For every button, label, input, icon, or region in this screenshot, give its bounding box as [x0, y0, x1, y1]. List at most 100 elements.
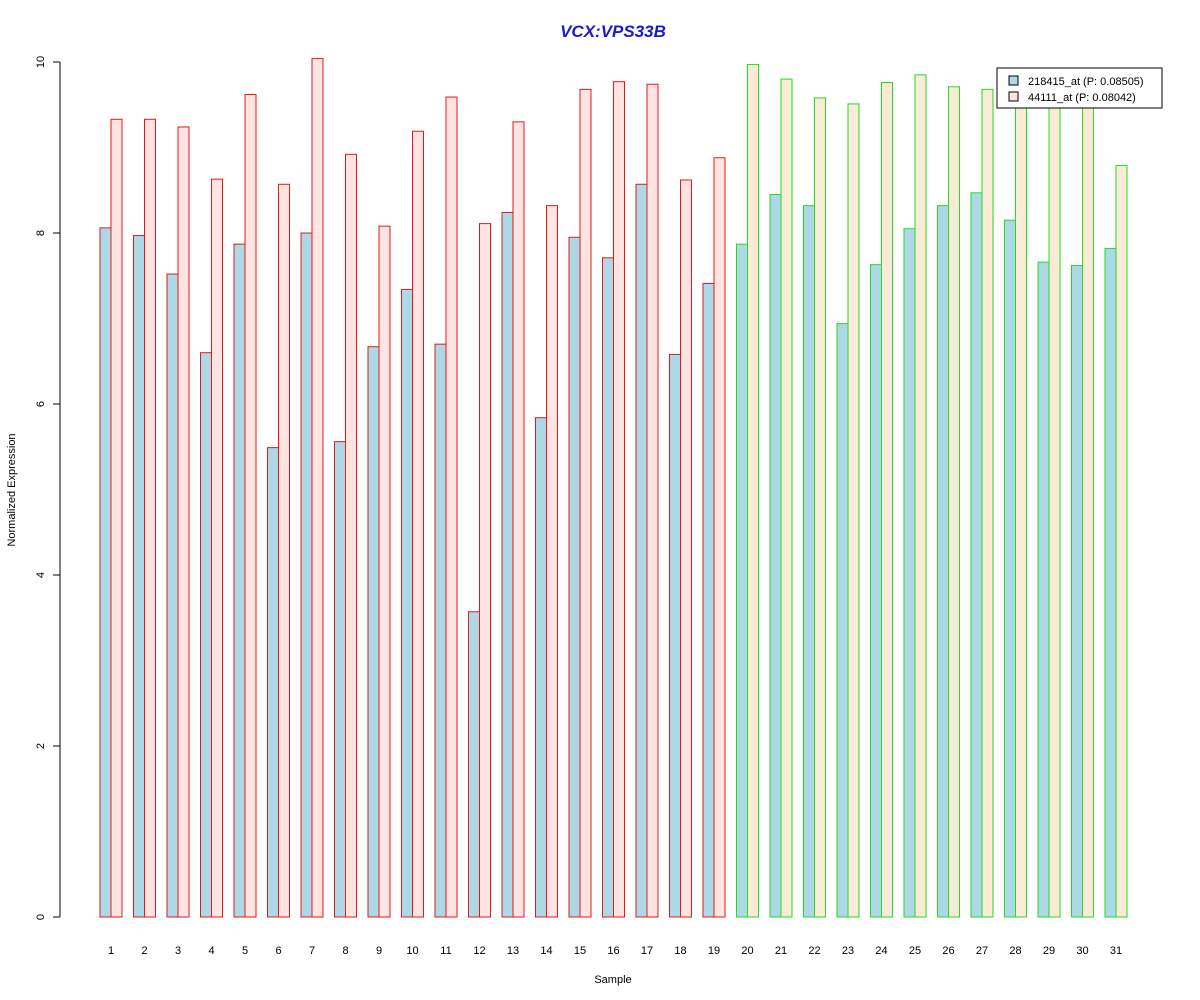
x-tick-label: 9 — [376, 945, 382, 957]
bar-44111-at — [881, 82, 893, 918]
bar-44111-at — [814, 97, 826, 918]
x-tick-label: 27 — [976, 945, 988, 957]
y-tick-label: 8 — [35, 230, 47, 236]
x-tick-label: 24 — [875, 945, 887, 957]
bar-44111-at — [1082, 84, 1094, 918]
bar-218415-at — [1004, 219, 1016, 918]
x-axis-label: Sample — [594, 974, 631, 986]
bar-218415-at — [702, 282, 715, 918]
bar-44111-at — [646, 83, 659, 918]
bar-218415-at — [635, 183, 648, 918]
bar-218415-at — [367, 346, 380, 918]
bar-44111-at — [144, 118, 156, 918]
x-tick-label: 16 — [607, 945, 619, 957]
x-tick-label: 20 — [741, 945, 753, 957]
bar-218415-at — [903, 228, 916, 918]
bar-44111-at — [412, 130, 424, 918]
bar-44111-at — [110, 118, 123, 918]
x-tick-label: 19 — [708, 945, 720, 957]
bar-44111-at — [177, 126, 190, 918]
bar-218415-at — [803, 205, 815, 918]
legend-label-series-1: 218415_at (P: 0.08505) — [1028, 76, 1144, 88]
bar-218415-at — [736, 243, 748, 918]
bar-44111-at — [847, 103, 860, 918]
bar-44111-at — [1115, 164, 1128, 918]
bars — [99, 58, 1128, 918]
x-tick-label: 4 — [208, 945, 214, 957]
bar-218415-at — [1037, 261, 1050, 918]
x-tick-label: 7 — [309, 945, 315, 957]
legend-label-series-2: 44111_at (P: 0.08042) — [1028, 92, 1136, 104]
y-tick-label: 10 — [35, 56, 47, 68]
x-tick-label: 18 — [674, 945, 686, 957]
bar-44111-at — [713, 157, 726, 918]
bar-44111-at — [311, 58, 324, 918]
x-tick-label: 10 — [406, 945, 418, 957]
x-tick-label: 30 — [1076, 945, 1088, 957]
bar-218415-at — [99, 227, 112, 918]
bar-44111-at — [914, 74, 927, 918]
x-tick-label: 5 — [242, 945, 248, 957]
legend: 218415_at (P: 0.08505) 44111_at (P: 0.08… — [996, 67, 1163, 109]
bar-44111-at — [512, 121, 525, 918]
x-tick-label: 15 — [574, 945, 586, 957]
bar-218415-at — [133, 235, 145, 918]
x-tick-label: 21 — [775, 945, 787, 957]
bar-218415-at — [836, 323, 849, 918]
bar-44111-at — [345, 153, 357, 918]
y-axis: 0 2 4 6 8 10 — [35, 56, 61, 920]
x-tick-label: 17 — [641, 945, 653, 957]
x-tick-label: 12 — [473, 945, 485, 957]
legend-swatch-series-2 — [1008, 91, 1019, 102]
bar-44111-at — [244, 93, 257, 918]
bar-218415-at — [1071, 264, 1083, 918]
x-tick-label: 3 — [175, 945, 181, 957]
bar-218415-at — [602, 257, 614, 918]
y-tick-label: 2 — [35, 743, 47, 749]
x-tick-label: 2 — [141, 945, 147, 957]
bar-218415-at — [501, 211, 514, 918]
bar-218415-at — [970, 192, 983, 918]
bar-44111-at — [546, 205, 558, 918]
x-tick-label: 29 — [1043, 945, 1055, 957]
bar-44111-at — [613, 81, 625, 918]
x-tick-label: 25 — [909, 945, 921, 957]
bar-44111-at — [1048, 91, 1061, 918]
x-axis-tick-labels: 1 2 3 4 5 6 7 8 9 10 11 12 13 14 15 16 17 18 19 20 21 22 23 24 2… — [108, 945, 1122, 957]
bar-44111-at — [981, 88, 994, 918]
x-tick-label: 28 — [1009, 945, 1021, 957]
bar-218415-at — [300, 232, 313, 918]
bar-218415-at — [200, 352, 212, 918]
x-tick-label: 22 — [808, 945, 820, 957]
bar-44111-at — [445, 96, 458, 918]
x-tick-label: 13 — [507, 945, 519, 957]
bar-218415-at — [870, 264, 882, 918]
x-tick-label: 31 — [1110, 945, 1122, 957]
bar-218415-at — [568, 236, 581, 918]
y-axis-label: Normalized Expression — [6, 433, 18, 546]
bar-44111-at — [780, 78, 793, 918]
chart-title: VCX:VPS33B — [560, 22, 666, 41]
bar-218415-at — [937, 205, 949, 918]
legend-swatch-series-1 — [1008, 75, 1019, 86]
bar-44111-at — [948, 86, 960, 918]
bar-218415-at — [468, 611, 480, 918]
bar-44111-at — [278, 183, 290, 918]
y-tick-label: 0 — [35, 914, 47, 920]
bar-44111-at — [747, 64, 759, 918]
bar-44111-at — [579, 88, 592, 918]
bar-218415-at — [267, 447, 279, 918]
y-tick-label: 4 — [35, 572, 47, 578]
bar-218415-at — [535, 417, 547, 918]
bar-218415-at — [769, 194, 782, 918]
y-tick-label: 6 — [35, 401, 47, 407]
bar-218415-at — [166, 273, 179, 918]
bar-44111-at — [1015, 87, 1027, 918]
bar-218415-at — [434, 343, 447, 918]
bar-44111-at — [479, 223, 491, 918]
x-tick-label: 8 — [342, 945, 348, 957]
bar-218415-at — [334, 441, 346, 918]
x-tick-label: 6 — [275, 945, 281, 957]
bar-218415-at — [1104, 247, 1117, 918]
